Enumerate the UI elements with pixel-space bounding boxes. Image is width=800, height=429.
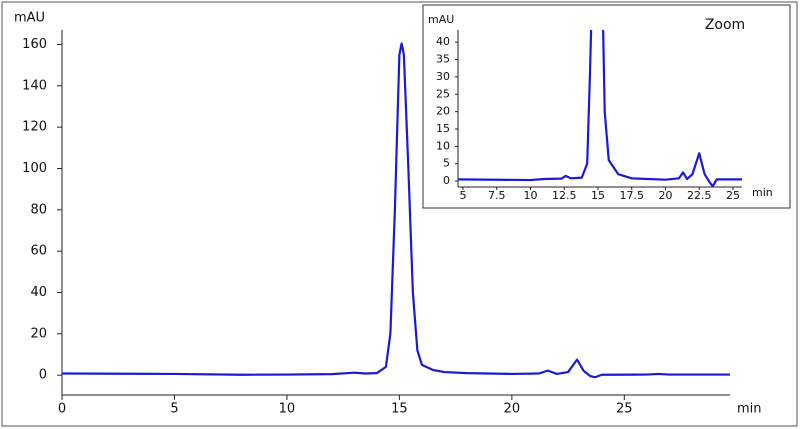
y-axis-label: mAU xyxy=(428,13,454,26)
x-tick-label: 15 xyxy=(391,402,408,417)
y-tick-label: 15 xyxy=(436,122,450,135)
y-tick-label: 140 xyxy=(22,78,47,93)
x-tick-label: 5 xyxy=(170,402,178,417)
y-tick-label: 30 xyxy=(436,70,450,83)
y-tick-label: 80 xyxy=(30,202,47,217)
x-tick-label: 22.5 xyxy=(687,189,712,202)
y-tick-label: 35 xyxy=(436,53,450,66)
y-tick-label: 60 xyxy=(30,244,47,259)
x-axis-label: min xyxy=(737,402,762,417)
y-tick-label: 20 xyxy=(436,105,450,118)
y-axis-label: mAU xyxy=(14,11,45,26)
inset-title: Zoom xyxy=(705,17,745,33)
y-tick-label: 40 xyxy=(30,285,47,300)
y-tick-label: 120 xyxy=(22,120,47,135)
y-tick-label: 0 xyxy=(39,368,47,383)
x-tick-label: 25 xyxy=(616,402,633,417)
y-tick-label: 40 xyxy=(436,35,450,48)
trace xyxy=(62,42,730,379)
y-tick-label: 25 xyxy=(436,87,450,100)
trace xyxy=(458,30,742,187)
y-tick-label: 0 xyxy=(443,174,450,187)
y-tick-label: 20 xyxy=(30,326,47,341)
x-tick-label: 7.5 xyxy=(488,189,506,202)
y-tick-label: 100 xyxy=(22,161,47,176)
y-tick-label: 5 xyxy=(443,157,450,170)
x-tick-label: 5 xyxy=(459,189,466,202)
x-tick-label: 10 xyxy=(279,402,296,417)
x-tick-label: 10 xyxy=(523,189,537,202)
x-tick-label: 17.5 xyxy=(619,189,644,202)
y-tick-label: 160 xyxy=(22,37,47,52)
x-tick-label: 20 xyxy=(504,402,521,417)
x-tick-label: 15 xyxy=(591,189,605,202)
x-tick-label: 12.5 xyxy=(552,189,577,202)
x-tick-label: 0 xyxy=(58,402,66,417)
x-tick-label: 25 xyxy=(726,189,740,202)
x-axis-label: min xyxy=(752,186,773,199)
y-tick-label: 10 xyxy=(436,139,450,152)
inset-frame xyxy=(422,4,791,209)
x-tick-label: 20 xyxy=(658,189,672,202)
